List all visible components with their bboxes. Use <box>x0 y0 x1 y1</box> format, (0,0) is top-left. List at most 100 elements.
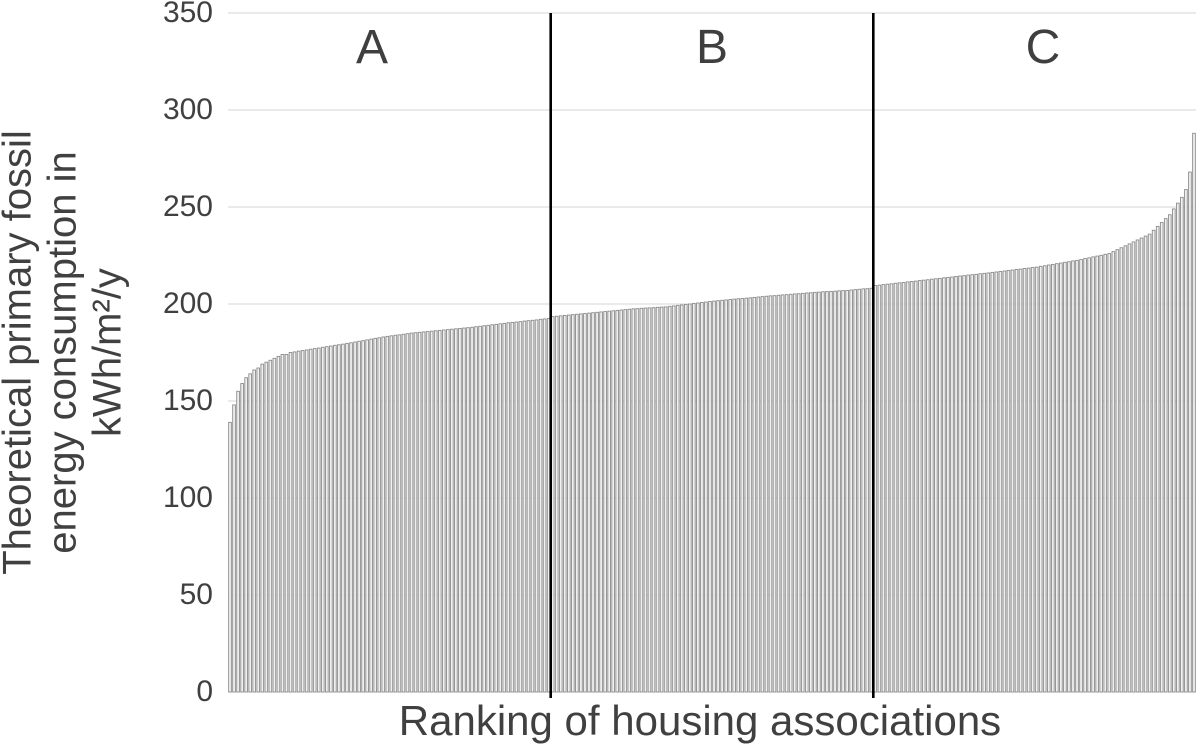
bar <box>615 309 620 693</box>
bar <box>982 272 987 693</box>
bar <box>635 308 640 693</box>
bar <box>232 404 236 693</box>
bar <box>857 288 862 693</box>
bar <box>744 297 749 693</box>
bar <box>296 350 301 693</box>
bar <box>1091 256 1095 693</box>
y-axis-title: Theoretical primary fossil energy consum… <box>0 3 131 703</box>
bar <box>437 329 442 693</box>
bar <box>458 327 462 693</box>
bar <box>353 341 357 693</box>
bar <box>381 336 386 693</box>
bar <box>990 271 995 693</box>
bar <box>966 274 970 693</box>
bar <box>276 355 281 693</box>
x-axis-title: Ranking of housing associations <box>398 697 1002 744</box>
bar <box>474 326 478 693</box>
bar <box>385 335 390 693</box>
bar <box>591 312 595 693</box>
bar <box>901 282 906 693</box>
bar <box>631 308 636 693</box>
bar <box>405 333 410 693</box>
bar <box>962 275 966 693</box>
bar <box>228 421 232 693</box>
bar <box>320 346 325 693</box>
bar <box>558 315 563 693</box>
bar <box>575 313 579 693</box>
bar <box>897 282 902 693</box>
y-tick-label: 250 <box>162 190 213 223</box>
bar <box>1119 247 1124 693</box>
bar <box>776 294 781 693</box>
bar <box>978 273 983 693</box>
bar <box>1034 266 1039 693</box>
bar <box>736 298 741 693</box>
bar <box>1059 262 1063 693</box>
bar <box>958 275 962 693</box>
bar <box>893 282 898 693</box>
bar <box>930 278 934 693</box>
bar <box>1135 239 1140 693</box>
bar <box>611 310 615 693</box>
bar <box>280 353 285 693</box>
bar <box>837 290 841 693</box>
bar <box>861 288 866 693</box>
bar <box>502 322 507 693</box>
bar <box>1172 208 1176 693</box>
bar <box>1151 229 1156 693</box>
bar <box>889 283 894 693</box>
bar <box>1083 258 1087 693</box>
bar <box>756 296 761 693</box>
bar <box>905 281 910 693</box>
bar <box>679 304 684 693</box>
bar <box>1155 225 1160 693</box>
bar <box>369 338 373 693</box>
bar <box>619 309 624 693</box>
bar <box>712 300 716 693</box>
bar <box>345 342 349 693</box>
bar <box>325 346 329 693</box>
bar <box>853 289 857 693</box>
bar <box>542 318 547 693</box>
bar <box>1051 263 1055 693</box>
bar <box>1063 261 1067 693</box>
bar <box>454 328 458 693</box>
y-axis-title-line-1: Theoretical primary fossil <box>0 130 40 575</box>
bar <box>1018 268 1023 693</box>
bar <box>264 361 269 693</box>
bar <box>950 276 954 693</box>
bar <box>704 301 708 693</box>
bar <box>768 295 773 693</box>
y-tick-label: 50 <box>179 578 213 611</box>
bar <box>994 271 999 693</box>
bar <box>417 331 422 693</box>
bar <box>357 340 361 693</box>
bar <box>494 323 499 693</box>
bar <box>1115 249 1120 693</box>
bar <box>1055 263 1059 693</box>
bar <box>260 363 265 693</box>
bar <box>954 276 958 693</box>
bar <box>329 345 333 693</box>
bar <box>579 313 583 693</box>
bar <box>1131 241 1136 693</box>
bar <box>1079 259 1083 693</box>
bar <box>716 300 720 693</box>
y-tick-label: 150 <box>162 384 213 417</box>
bar <box>603 311 607 693</box>
bar <box>393 334 398 693</box>
bar <box>514 321 519 693</box>
bar <box>655 306 660 693</box>
bar <box>567 314 571 693</box>
y-tick-label: 350 <box>162 0 213 29</box>
bar <box>1180 196 1184 693</box>
bar <box>316 347 321 693</box>
bar <box>804 292 809 693</box>
bar <box>647 307 652 693</box>
bar <box>300 350 305 693</box>
bar <box>663 306 668 693</box>
bar <box>587 312 591 693</box>
bar <box>986 272 991 693</box>
bar <box>421 331 426 693</box>
bar <box>627 308 632 693</box>
